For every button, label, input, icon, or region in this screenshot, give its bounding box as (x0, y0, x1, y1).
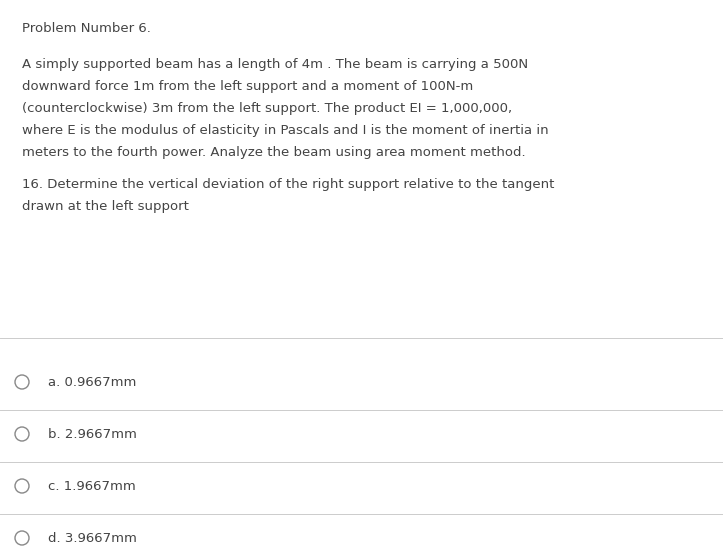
Text: c. 1.9667mm: c. 1.9667mm (48, 480, 136, 492)
Text: downward force 1m from the left support and a moment of 100N-m: downward force 1m from the left support … (22, 80, 474, 93)
Text: b. 2.9667mm: b. 2.9667mm (48, 427, 137, 440)
Text: where E is the modulus of elasticity in Pascals and I is the moment of inertia i: where E is the modulus of elasticity in … (22, 124, 549, 137)
Text: A simply supported beam has a length of 4m . The beam is carrying a 500N: A simply supported beam has a length of … (22, 58, 528, 71)
Text: 16. Determine the vertical deviation of the right support relative to the tangen: 16. Determine the vertical deviation of … (22, 178, 555, 191)
Text: (counterclockwise) 3m from the left support. The product EI = 1,000,000,: (counterclockwise) 3m from the left supp… (22, 102, 512, 115)
Text: a. 0.9667mm: a. 0.9667mm (48, 375, 137, 389)
Text: meters to the fourth power. Analyze the beam using area moment method.: meters to the fourth power. Analyze the … (22, 146, 526, 159)
Text: Problem Number 6.: Problem Number 6. (22, 22, 151, 35)
Text: drawn at the left support: drawn at the left support (22, 200, 189, 213)
Text: d. 3.9667mm: d. 3.9667mm (48, 532, 137, 544)
